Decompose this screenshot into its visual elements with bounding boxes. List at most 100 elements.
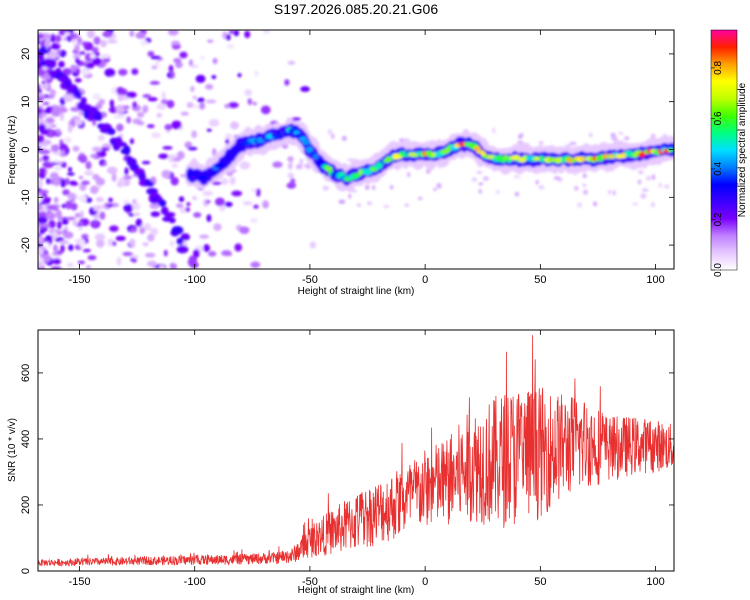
noise-speckle — [41, 198, 46, 206]
noise-speckle — [164, 123, 173, 131]
noise-speckle — [161, 91, 166, 100]
noise-speckle — [122, 199, 130, 205]
noise-speckle — [221, 250, 232, 257]
noise-speckle — [150, 211, 161, 217]
noise-speckle — [54, 34, 62, 43]
noise-speckle — [82, 248, 91, 253]
snr-x-tick-label: -50 — [302, 576, 318, 588]
noise-speckle — [404, 203, 410, 207]
noise-speckle — [126, 91, 137, 98]
noise-speckle — [582, 173, 587, 178]
colorbar-gradient — [710, 29, 738, 271]
noise-speckle — [38, 179, 44, 188]
noise-speckle — [224, 133, 233, 140]
noise-speckle — [256, 188, 261, 197]
noise-speckle — [482, 176, 489, 181]
noise-speckle — [624, 136, 630, 141]
noise-speckle — [184, 207, 191, 213]
noise-speckle — [146, 260, 158, 267]
noise-speckle — [569, 141, 574, 147]
noise-speckle — [225, 138, 230, 145]
noise-speckle — [102, 30, 113, 38]
noise-speckle — [147, 97, 158, 102]
noise-speckle — [651, 174, 656, 180]
noise-speckle — [86, 265, 91, 269]
spectrogram-marks — [38, 30, 674, 269]
noise-speckle — [75, 68, 81, 75]
noise-speckle — [171, 120, 182, 130]
noise-speckle — [58, 60, 65, 68]
noise-speckle — [100, 147, 110, 151]
noise-speckle — [68, 244, 74, 251]
spectrogram-y-tick-label: -10 — [20, 189, 32, 205]
noise-speckle — [175, 61, 183, 69]
noise-speckle — [78, 226, 83, 231]
diagonal-trace-blob — [168, 217, 176, 224]
snr-panel: -150 -100 -50 0 50 100 0 200 400 600 Height of s… — [7, 329, 675, 596]
noise-speckle — [191, 130, 197, 139]
noise-speckle — [309, 241, 317, 249]
noise-speckle — [495, 189, 500, 194]
noise-speckle — [116, 256, 122, 266]
colorbar-tick-label: 0.2 — [713, 212, 724, 226]
noise-speckle — [207, 39, 214, 43]
noise-speckle — [146, 124, 155, 129]
noise-speckle — [118, 177, 126, 186]
noise-speckle — [583, 189, 588, 195]
spectrogram-y-ticks: -20 -10 0 10 20 — [20, 48, 674, 253]
noise-speckle — [170, 176, 179, 186]
noise-speckle — [287, 162, 293, 170]
noise-speckle — [38, 261, 44, 268]
noise-speckle — [38, 107, 44, 115]
noise-speckle — [74, 119, 83, 126]
spectrogram-x-ticks: -150 -100 -50 0 50 100 — [68, 30, 665, 286]
noise-speckle — [45, 211, 56, 221]
noise-speckle — [84, 170, 94, 176]
noise-speckle — [140, 40, 149, 46]
noise-speckle — [577, 202, 583, 208]
noise-speckle — [79, 194, 87, 204]
noise-speckle — [109, 225, 119, 232]
noise-speckle — [242, 201, 253, 206]
noise-speckle — [70, 64, 77, 73]
noise-speckle — [79, 210, 84, 219]
trace-core — [305, 146, 314, 153]
noise-speckle — [133, 212, 141, 216]
noise-speckle — [574, 185, 579, 191]
noise-speckle — [92, 57, 102, 66]
noise-speckle — [72, 145, 80, 152]
noise-speckle — [193, 104, 199, 109]
diagonal-trace-blob — [57, 74, 69, 83]
noise-speckle — [48, 128, 53, 138]
noise-speckle — [171, 40, 181, 46]
noise-speckle — [156, 103, 167, 110]
noise-speckle — [116, 86, 124, 95]
noise-speckle — [166, 100, 175, 109]
noise-speckle — [65, 216, 76, 221]
noise-speckle — [129, 138, 135, 145]
noise-speckle — [229, 176, 236, 186]
diagonal-trace-blob — [171, 225, 184, 235]
noise-speckle — [70, 106, 81, 112]
colorbar-label: Normalized spectral amplitude — [737, 82, 748, 217]
noise-speckle — [192, 249, 200, 258]
noise-speckle — [38, 167, 47, 174]
noise-speckle — [186, 101, 194, 109]
trace-core — [299, 136, 307, 141]
noise-speckle — [658, 182, 663, 188]
noise-speckle — [38, 257, 45, 263]
noise-speckle — [60, 149, 66, 157]
diagonal-trace-blob — [75, 90, 82, 100]
noise-speckle — [611, 136, 618, 141]
noise-speckle — [53, 159, 59, 163]
spectrogram-y-tick-label: 10 — [20, 96, 32, 108]
diagonal-trace-blob — [116, 141, 128, 147]
noise-speckle — [184, 141, 193, 149]
noise-speckle — [38, 215, 48, 225]
noise-speckle — [348, 193, 352, 199]
noise-speckle — [239, 161, 251, 170]
snr-x-tick-label: 100 — [646, 576, 664, 588]
noise-speckle — [81, 180, 90, 186]
colorbar-ticks: 0.0 0.2 0.4 0.6 0.8 — [711, 61, 724, 277]
